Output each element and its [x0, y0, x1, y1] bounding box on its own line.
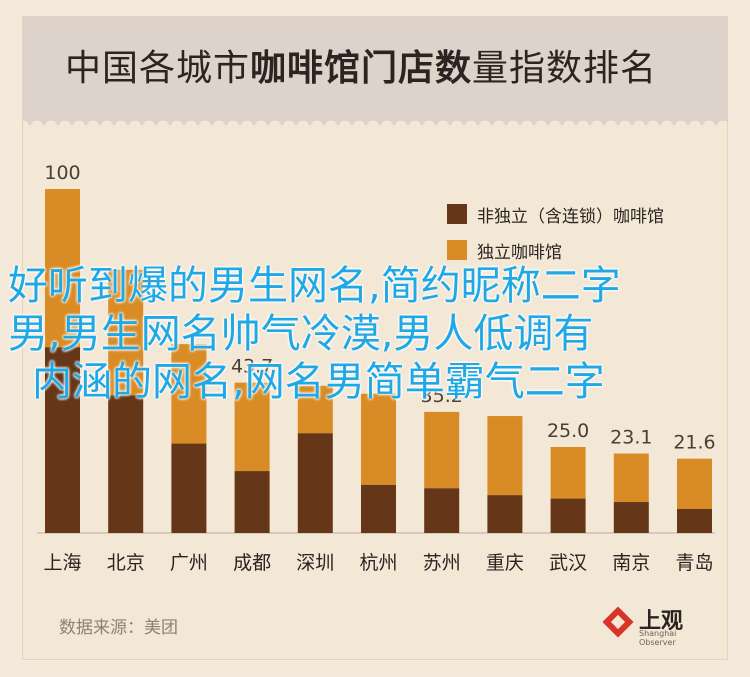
bar-non-independent-6 — [424, 488, 460, 533]
category-label-6: 苏州 — [423, 552, 461, 574]
bar-independent-5 — [361, 393, 396, 485]
bar-non-independent-5 — [361, 484, 396, 533]
bar-independent-9 — [613, 453, 649, 503]
overlay-line-3: 内涵的网名,网名男简单霸气二字 — [32, 359, 605, 405]
data-source: 数据来源：美团 — [59, 618, 178, 638]
legend-item-non-independent: 非独立（含连锁）咖啡馆 — [447, 203, 664, 227]
category-label-10: 青岛 — [675, 552, 713, 574]
bar-non-independent-0 — [45, 347, 80, 533]
category-label-8: 武汉 — [549, 552, 587, 574]
category-label-9: 南京 — [612, 552, 650, 574]
overlay-watermark-text: 好听到爆的男生网名,简约昵称二字 男,男生网名帅气冷漠,男人低调有 内涵的网名,… — [0, 262, 750, 406]
bar-non-independent-10 — [677, 508, 712, 533]
bar-non-independent-8 — [550, 498, 586, 533]
category-label-2: 广州 — [170, 552, 208, 574]
category-label-7: 重庆 — [486, 552, 524, 574]
total-label-6: 35.2 — [421, 385, 463, 407]
bar-non-independent-3 — [234, 471, 270, 533]
legend: 非独立（含连锁）咖啡馆 独立咖啡馆 — [447, 203, 664, 275]
total-label-9: 23.1 — [610, 427, 652, 449]
total-label-10: 21.6 — [673, 432, 715, 454]
bar-non-independent-4 — [297, 433, 333, 533]
bar-non-independent-2 — [171, 443, 207, 533]
bar-non-independent-9 — [613, 502, 649, 533]
overlay-line-1: 好听到爆的男生网名,简约昵称二字 — [8, 263, 621, 309]
bar-independent-10 — [677, 458, 712, 509]
legend-label-non-independent: 非独立（含连锁）咖啡馆 — [477, 206, 664, 227]
title-part-3: 量 — [472, 48, 510, 89]
chart-title: 中国各城市咖啡馆门店数量指数排名 — [65, 39, 657, 91]
bar-non-independent-7 — [487, 495, 523, 533]
legend-swatch-independent — [447, 240, 467, 260]
legend-item-independent: 独立咖啡馆 — [447, 239, 664, 263]
total-label-0: 100 — [44, 162, 80, 184]
bar-independent-4 — [297, 385, 333, 434]
category-label-5: 杭州 — [359, 552, 397, 574]
zigzag-divider — [23, 117, 727, 126]
bar-independent-1 — [108, 269, 144, 396]
overlay-line-2: 男,男生网名帅气冷漠,男人低调有 — [8, 311, 594, 357]
logo-text: 上观 — [639, 609, 684, 634]
title-bar: 中国各城市咖啡馆门店数量指数排名 — [23, 17, 727, 121]
total-label-8: 25.0 — [547, 420, 589, 442]
logo-subtext: Shanghai Observer — [639, 629, 677, 647]
logo-icon — [602, 606, 634, 638]
category-label-0: 上海 — [43, 552, 81, 574]
bar-chart: 100 上海 北京 广州 43.7 成都 深圳 杭州 35.2 苏州 重庆 25.0 武汉 23.1 南京 2… — [37, 162, 716, 574]
bar-independent-2 — [171, 344, 207, 444]
title-part-4: 指数排名 — [509, 48, 658, 89]
bar-independent-3 — [234, 382, 270, 472]
category-label-3: 成都 — [233, 552, 271, 574]
shanghai-observer-logo: 上观 Shanghai Observer — [601, 603, 701, 647]
title-part-2: 咖啡馆门店数 — [250, 48, 473, 89]
bar-independent-0 — [45, 189, 80, 348]
bar-non-independent-1 — [108, 395, 144, 533]
category-label-4: 深圳 — [296, 552, 334, 574]
legend-label-independent: 独立咖啡馆 — [477, 242, 562, 263]
title-part-1: 中国各城市 — [65, 48, 251, 89]
category-label-1: 北京 — [107, 552, 145, 574]
total-label-3: 43.7 — [231, 356, 273, 378]
bar-independent-6 — [424, 411, 460, 489]
bar-independent-7 — [487, 416, 523, 496]
chart-card: 中国各城市咖啡馆门店数量指数排名 100 上海 北京 广州 43.7 成都 深圳 杭州 35.2… — [22, 16, 728, 660]
legend-swatch-non-independent — [447, 204, 467, 224]
bar-independent-8 — [550, 447, 586, 499]
